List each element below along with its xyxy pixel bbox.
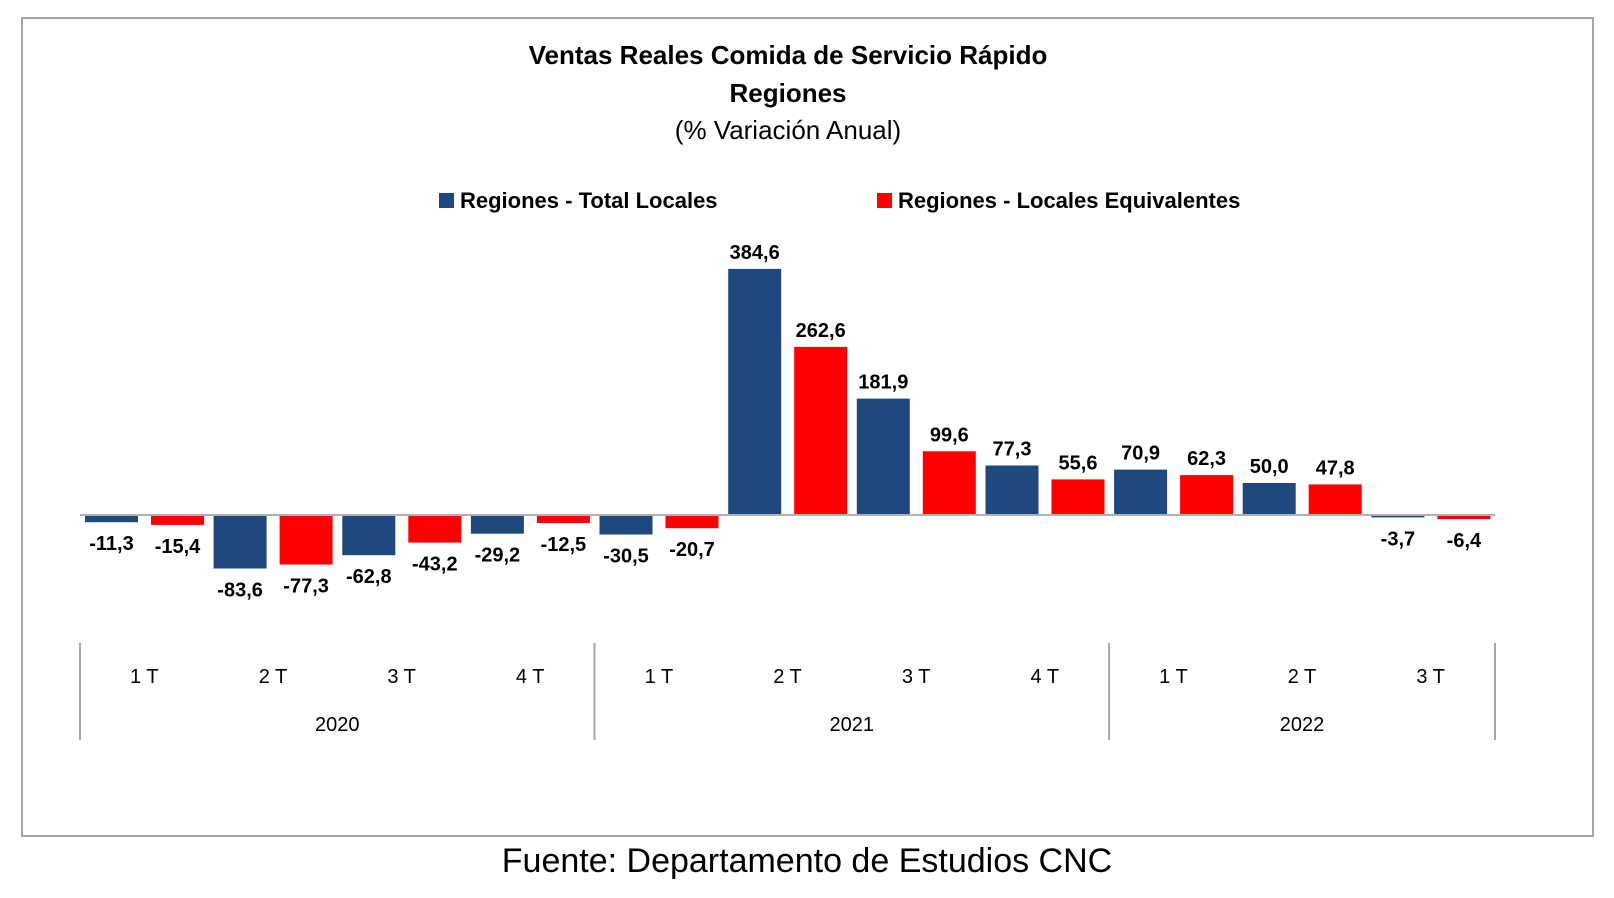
value-label-equivalentes-8: 62,3 [1187, 448, 1226, 470]
bars-layer [85, 268, 1491, 569]
category-label-5: 2 T [773, 666, 802, 688]
bar-total-4 [599, 515, 653, 535]
value-label-total-10: -3,7 [1381, 528, 1415, 550]
value-label-equivalentes-10: -6,4 [1447, 530, 1482, 552]
bar-equivalentes-10 [1437, 515, 1491, 520]
value-label-total-7: 77,3 [993, 439, 1032, 461]
bar-equivalentes-1 [279, 515, 333, 565]
value-label-total-3: -29,2 [475, 545, 521, 567]
category-label-6: 3 T [902, 666, 931, 688]
bar-total-6 [856, 398, 910, 515]
legend-label-equivalentes: Regiones - Locales Equivalentes [898, 188, 1240, 213]
chart-subtitle: Regiones [729, 78, 846, 108]
bar-equivalentes-8 [1180, 475, 1234, 515]
bar-equivalentes-2 [408, 515, 462, 543]
bar-total-7 [985, 465, 1039, 515]
source-note: Fuente: Departamento de Estudios CNC [501, 842, 1113, 880]
bar-chart: Ventas Reales Comida de Servicio Rápido … [79, 40, 1496, 740]
value-label-equivalentes-3: -12,5 [541, 534, 587, 556]
category-label-9: 2 T [1288, 666, 1317, 688]
value-label-total-1: -83,6 [217, 580, 263, 602]
category-label-10: 3 T [1416, 666, 1445, 688]
legend-swatch-total [439, 193, 454, 208]
legend-label-total: Regiones - Total Locales [460, 188, 718, 213]
value-label-equivalentes-1: -77,3 [283, 576, 329, 598]
value-label-total-9: 50,0 [1250, 456, 1289, 478]
bar-total-5 [728, 268, 782, 515]
category-label-7: 4 T [1031, 666, 1060, 688]
chart-frame [21, 17, 1594, 837]
value-label-equivalentes-9: 47,8 [1316, 457, 1355, 479]
category-label-2: 3 T [387, 666, 416, 688]
category-label-8: 1 T [1159, 666, 1188, 688]
bar-total-1 [213, 515, 267, 569]
value-label-total-8: 70,9 [1121, 443, 1160, 465]
group-label-2020: 2020 [315, 714, 360, 736]
bar-total-8 [1114, 469, 1168, 515]
bar-total-10 [1371, 515, 1425, 518]
value-label-equivalentes-4: -20,7 [669, 539, 715, 561]
bar-equivalentes-0 [151, 515, 204, 525]
value-label-equivalentes-6: 99,6 [930, 424, 969, 446]
category-label-1: 2 T [259, 666, 288, 688]
category-label-0: 1 T [130, 666, 159, 688]
chart-title: Ventas Reales Comida de Servicio Rápido [529, 40, 1048, 70]
bar-total-3 [470, 515, 524, 534]
bar-equivalentes-5 [794, 346, 848, 515]
bar-equivalentes-7 [1051, 479, 1105, 515]
bar-equivalentes-6 [922, 451, 976, 515]
value-label-equivalentes-0: -15,4 [155, 536, 201, 558]
value-label-total-2: -62,8 [346, 566, 392, 588]
category-label-4: 1 T [645, 666, 674, 688]
bar-equivalentes-3 [536, 515, 590, 523]
bar-equivalentes-9 [1308, 484, 1362, 515]
group-label-2022: 2022 [1280, 714, 1325, 736]
chart-unit-label: (% Variación Anual) [675, 115, 901, 145]
legend-swatch-equivalentes [877, 193, 892, 208]
value-label-total-5: 384,6 [730, 242, 780, 264]
value-label-total-6: 181,9 [858, 372, 908, 394]
bar-equivalentes-4 [665, 515, 719, 529]
category-axis: 1 T 2 T 3 T 4 T 1 T 2 T 3 T 4 T 1 T 2 T 3 T 2020 202… [79, 643, 1496, 740]
legend: Regiones - Total Locales Regiones - Loca… [439, 188, 1240, 213]
value-label-equivalentes-5: 262,6 [796, 320, 846, 342]
value-label-equivalentes-7: 55,6 [1059, 452, 1098, 474]
group-label-2021: 2021 [830, 714, 875, 736]
bar-total-0 [85, 515, 138, 523]
bar-total-2 [342, 515, 396, 556]
value-label-equivalentes-2: -43,2 [412, 554, 458, 576]
value-label-total-0: -11,3 [89, 533, 133, 555]
value-labels: -11,3 -15,4 -83,6 -77,3 -62,8 -43,2 -29,2 -12,5… [89, 242, 1482, 602]
bar-total-9 [1242, 483, 1296, 515]
category-label-3: 4 T [516, 666, 545, 688]
value-label-total-4: -30,5 [603, 546, 649, 568]
